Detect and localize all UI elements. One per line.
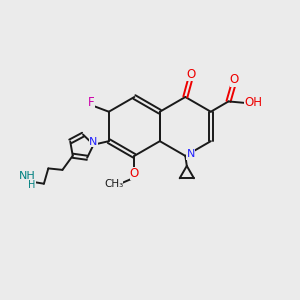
Text: H: H — [28, 180, 36, 190]
Text: O: O — [187, 68, 196, 81]
Text: NH: NH — [18, 171, 35, 181]
Text: O: O — [230, 74, 239, 86]
Text: F: F — [88, 96, 94, 110]
Text: O: O — [130, 167, 139, 180]
Text: N: N — [89, 137, 98, 147]
Text: CH₃: CH₃ — [104, 179, 123, 190]
Text: OH: OH — [244, 96, 262, 110]
Text: N: N — [186, 149, 195, 159]
